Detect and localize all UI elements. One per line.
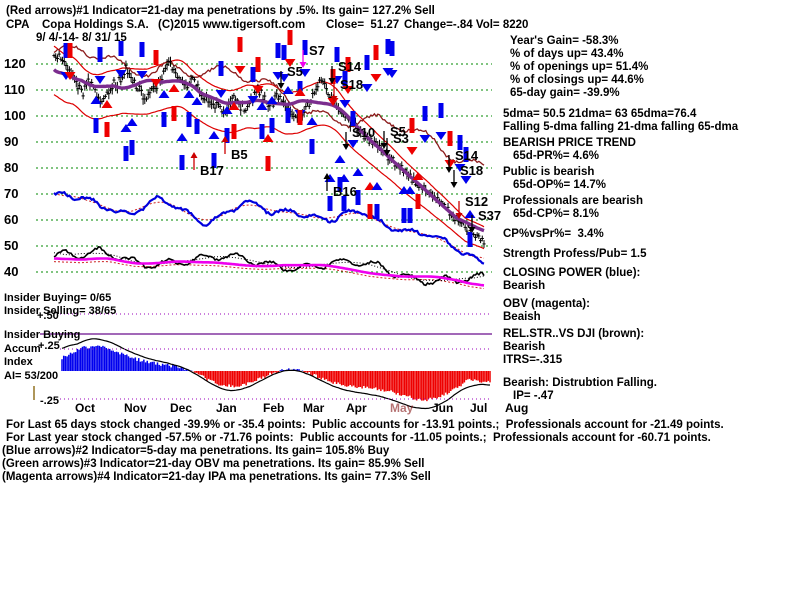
indicator-2-line: (Blue arrows)#2 Indicator=5-day ma penet… — [2, 445, 390, 457]
month-label-mar: Mar — [303, 401, 325, 415]
price-tick-120: 120 — [4, 56, 26, 71]
moving-averages: 5dma= 50.5 21dma= 63 65dma=76.4 — [503, 108, 697, 120]
price-tick-50: 50 — [4, 238, 19, 253]
relative-strength-line — [53, 43, 485, 166]
month-label-jan: Jan — [216, 401, 237, 415]
signal-label-s37: S37 — [478, 208, 502, 223]
closing-power-line — [53, 190, 485, 265]
signal-label-s7: S7 — [309, 43, 325, 58]
signal-label-s10: S10 — [352, 125, 376, 140]
signal-label-b16: B16 — [333, 184, 357, 199]
price-tick-60: 60 — [4, 212, 19, 227]
relative-strength-title: REL.STR..VS DJI (brown): — [503, 328, 645, 340]
closing-power-title: CLOSING POWER (blue): — [503, 267, 641, 279]
month-label-may: May — [390, 401, 414, 415]
ip-value: IP= -.47 — [513, 390, 554, 402]
signal-label-s5: S5 — [390, 124, 406, 139]
date-range: 9/ 4/-14- 8/ 31/ 15 — [36, 32, 127, 44]
ai-tick-plus25: +.25 — [38, 340, 60, 352]
years-gain: Year's Gain= -58.3% — [510, 35, 619, 47]
signal-label-b5: B5 — [231, 147, 248, 162]
signal-label-s14: S14 — [455, 148, 479, 163]
obv-verdict: Beaish — [503, 311, 541, 323]
price-tick-110: 110 — [4, 82, 25, 97]
indicator-4-line: (Magenta arrows)#4 Indicator=21-day IPA … — [2, 471, 431, 483]
month-label-feb: Feb — [263, 401, 285, 415]
obv-title: OBV (magenta): — [503, 298, 590, 310]
professional-sentiment: Professionals are bearish — [503, 195, 643, 207]
closing-power-verdict: Bearish — [503, 280, 546, 292]
month-label-jun: Jun — [432, 401, 454, 415]
pct-openings-up: % of openings up= 51.4% — [510, 61, 649, 73]
footer-65day-summary: For Last 65 days stock changed -39.9% or… — [6, 419, 724, 431]
public-sentiment: Public is bearish — [503, 166, 595, 178]
relative-strength-verdict: Bearish — [503, 341, 546, 353]
cp-percent: 65d-CP%= 8.1% — [513, 208, 599, 220]
ai-tick-minus25: -.25 — [40, 395, 59, 407]
price-tick-40: 40 — [4, 264, 19, 279]
month-label-nov: Nov — [124, 401, 147, 415]
ai-tick-plus50: +.50 — [37, 310, 59, 322]
pct-closings-up: % of closings up= 44.6% — [510, 74, 644, 86]
pr-percent: 65d-PR%= 4.6% — [513, 150, 599, 162]
insider-selling-count: Insider Selling= 38/65 — [4, 305, 117, 317]
month-label-dec: Dec — [170, 401, 193, 415]
accumulation-index-panel — [33, 338, 491, 410]
indicator-1-headline: (Red arrows)#1 Indicator=21-day ma penet… — [6, 5, 435, 17]
signal-label-s3: S3 — [393, 131, 409, 146]
price-tick-70: 70 — [4, 186, 19, 201]
insider-buying-count: Insider Buying= 0/65 — [4, 292, 112, 304]
footer-year-summary: For Last year stock changed -57.5% or -7… — [6, 432, 711, 444]
insider-panel-title-line3: Index — [4, 356, 33, 368]
distribution-verdict: Bearish: Distrubtion Falling. — [503, 377, 657, 389]
itrs-value: ITRS=-.315 — [503, 354, 563, 366]
month-label-oct: Oct — [75, 401, 96, 415]
pct-days-up: % of days up= 43.4% — [510, 48, 624, 60]
price-trend-verdict: BEARISH PRICE TREND — [503, 137, 636, 149]
company-name: Copa Holdings S.A. — [42, 19, 149, 31]
signal-label-s12: S12 — [465, 194, 489, 209]
insider-panel-title-line2: Accum — [4, 343, 41, 355]
price-tick-100: 100 — [4, 108, 26, 123]
signal-label-s5: S5 — [287, 64, 303, 79]
signal-label-s18: S18 — [340, 77, 364, 92]
moving-average-trend: Falling 5-dma falling 21-dma falling 65-… — [503, 121, 739, 133]
indicator-3-line: (Green arrows)#3 Indicator=21-day OBV ma… — [2, 458, 425, 470]
price-tick-80: 80 — [4, 160, 19, 175]
strength-prof-pub: Strength Profess/Pub= 1.5 — [503, 248, 647, 260]
dotted-gridlines — [60, 313, 492, 400]
op-percent: 65d-OP%= 14.7% — [513, 179, 607, 191]
price-tick-90: 90 — [4, 134, 19, 149]
signal-label-s18: S18 — [460, 163, 484, 178]
month-label-apr: Apr — [346, 401, 367, 415]
accumulation-index-value: AI= 53/200 — [4, 370, 59, 382]
copyright-notice[interactable]: (C)2015 www.tigersoft.com — [158, 19, 306, 31]
signal-label-s14: S14 — [338, 59, 362, 74]
ticker-symbol: CPA — [6, 19, 30, 31]
month-label-jul: Jul — [470, 401, 488, 415]
day65-gain: 65-day gain= -39.9% — [510, 87, 620, 99]
close-price: Close= 51.27 — [326, 19, 400, 31]
signal-label-b17: B17 — [200, 163, 224, 178]
ma-envelope-bands — [53, 45, 485, 250]
price-gridlines — [36, 63, 492, 273]
month-label-aug: Aug — [505, 401, 529, 415]
cp-vs-pr: CP%vsPr%= 3.4% — [503, 228, 604, 240]
obv-line — [40, 246, 492, 335]
signal-arrows — [60, 30, 476, 247]
insider-panel-title-line1: Insider Buying — [4, 329, 81, 341]
change-and-volume: Change=-.84 Vol= 8220 — [404, 19, 529, 31]
